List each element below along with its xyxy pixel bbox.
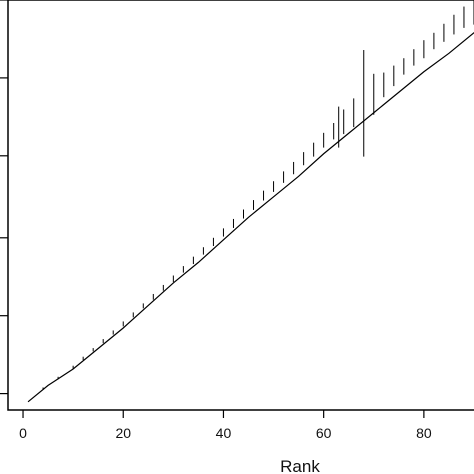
error-bars — [42, 0, 474, 390]
x-axis-tick-labels: 0 20 40 60 80 — [19, 425, 432, 441]
series-line — [27, 32, 474, 403]
x-tick-label-2: 40 — [216, 425, 232, 441]
x-axis-label: Rank — [280, 457, 320, 474]
x-tick-label-0: 0 — [19, 425, 27, 441]
x-axis-ticks — [22, 410, 425, 418]
x-tick-label-1: 20 — [115, 425, 131, 441]
y-axis-ticks — [0, 0, 8, 395]
x-tick-label-3: 60 — [316, 425, 332, 441]
x-tick-label-4: 80 — [416, 425, 432, 441]
plot-frame — [7, 0, 474, 411]
